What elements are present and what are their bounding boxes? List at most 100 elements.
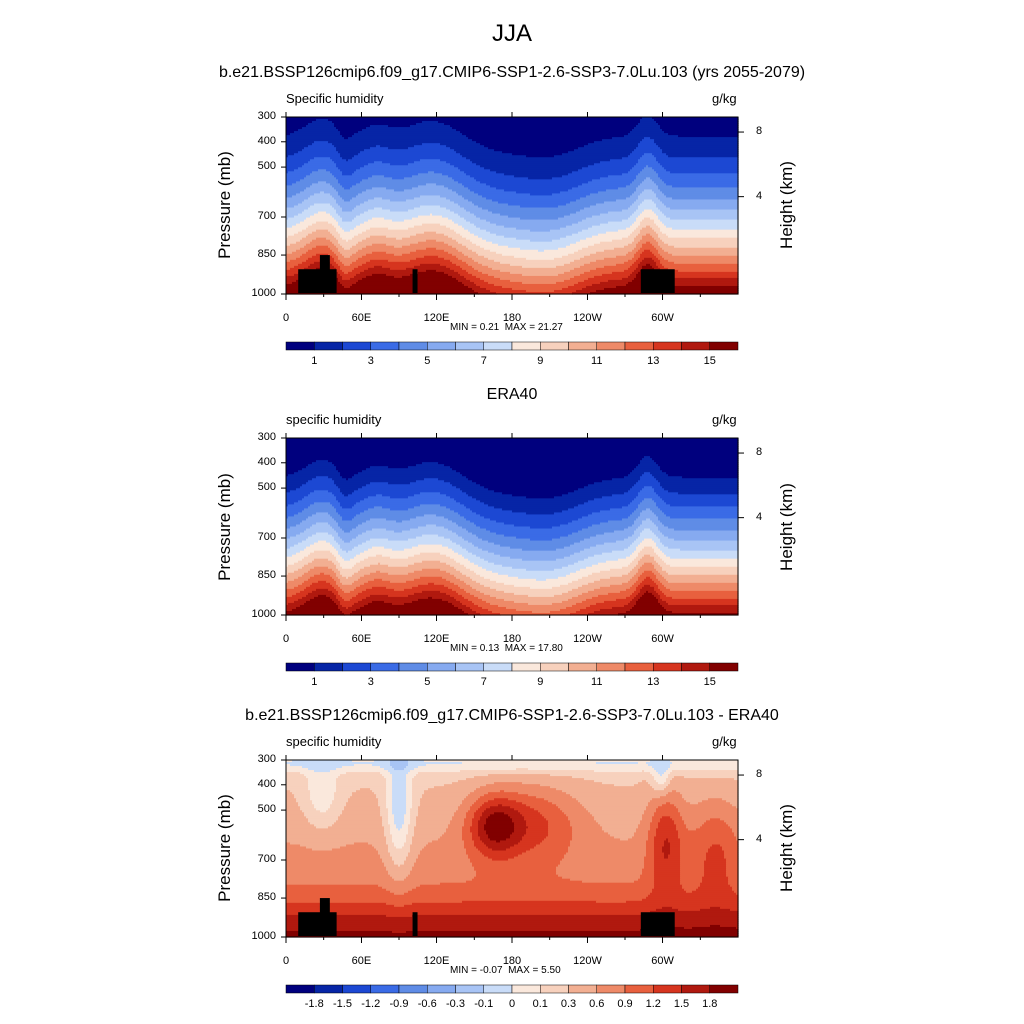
panel3-colorbar-label: -0.1 bbox=[474, 998, 494, 1010]
panel1-colorbar-label: 7 bbox=[480, 355, 487, 367]
panel1-xtick-label: 180 bbox=[502, 312, 522, 324]
panel2-colorbar-label: 11 bbox=[591, 676, 603, 688]
panel3-xtick-label: 180 bbox=[502, 955, 522, 967]
panel3-colorbar-box bbox=[681, 984, 710, 994]
panel3-colorbar-box bbox=[342, 984, 371, 994]
panel3-colorbar-box bbox=[709, 984, 739, 994]
panel1-rtick-label: 8 bbox=[756, 125, 763, 138]
panel3-ytick-label: 300 bbox=[257, 753, 276, 765]
panel2-colorbar-label: 15 bbox=[703, 676, 716, 688]
panel2-ytick-label: 1000 bbox=[251, 608, 276, 620]
panel2-colorbar-label: 1 bbox=[311, 676, 318, 688]
panel3-colorbar-label: 1.2 bbox=[645, 998, 661, 1010]
panel3-colorbar-label: 1.5 bbox=[673, 998, 690, 1010]
panel3-colorbar-box bbox=[370, 984, 400, 994]
heatmap-field bbox=[286, 117, 739, 295]
panel3-topography bbox=[319, 898, 330, 936]
panel3-colorbar-box bbox=[653, 984, 682, 994]
panel3-colorbar-label: 0.9 bbox=[617, 998, 633, 1010]
panel3-colorbar-label: 0.6 bbox=[589, 998, 605, 1010]
panel1-colorbar-box bbox=[511, 341, 541, 351]
panel3-colorbar-label: -1.5 bbox=[333, 998, 352, 1010]
panel1-ytick-label: 850 bbox=[257, 248, 276, 261]
panel2-colorbar-label: 13 bbox=[647, 676, 660, 688]
panel2-colorbar-box bbox=[568, 662, 597, 672]
panel3-colorbar-box bbox=[427, 984, 456, 994]
panel3-colorbar-label: -0.3 bbox=[446, 998, 465, 1010]
panel2-colorbar-label: 3 bbox=[367, 676, 374, 688]
panel1-ytick-label: 400 bbox=[257, 134, 276, 147]
panel3-ylabel: Pressure (mb) bbox=[215, 794, 234, 902]
panel3-units: g/kg bbox=[712, 734, 737, 749]
panel3-colorbar-box bbox=[483, 984, 513, 994]
panel3-title: b.e21.BSSP126cmip6.f09_g17.CMIP6-SSP1-2.… bbox=[245, 707, 779, 724]
panel2-rtick-label: 4 bbox=[756, 510, 763, 523]
panel1-xtick-label: 120W bbox=[573, 312, 602, 324]
panel1-left-label: Specific humidity bbox=[286, 91, 384, 106]
panel2-colorbar-box bbox=[653, 662, 682, 672]
panel2-colorbar-box bbox=[314, 662, 343, 672]
panel3-rtick-label: 8 bbox=[756, 768, 763, 781]
panel3-rtick-label: 4 bbox=[756, 832, 763, 845]
panel1-colorbar-label: 11 bbox=[591, 355, 603, 367]
panel3-colorbar-box bbox=[540, 984, 569, 994]
panel3-left-label: specific humidity bbox=[286, 734, 382, 749]
panel3-colorbar-box bbox=[624, 984, 654, 994]
panel3-colorbar-label: -1.2 bbox=[361, 998, 381, 1010]
panel1-xtick-label: 0 bbox=[282, 312, 290, 324]
panel1-colorbar-box bbox=[285, 341, 315, 351]
panel2-ytick-label: 500 bbox=[257, 481, 276, 494]
panel2-xtick-label: 0 bbox=[282, 633, 290, 645]
panel1-colorbar-box bbox=[568, 341, 597, 351]
panel3-colorbar-box bbox=[314, 984, 343, 994]
panel1-colorbar-box bbox=[398, 341, 428, 351]
panel2-colorbar-box bbox=[624, 662, 654, 672]
panel1-colorbar-label: 5 bbox=[424, 355, 431, 367]
panel3-ytick-label: 500 bbox=[257, 803, 276, 816]
panel3-colorbar-label: -1.8 bbox=[304, 998, 324, 1010]
panel2-colorbar-box bbox=[342, 662, 371, 672]
panel2-colorbar-box bbox=[511, 662, 541, 672]
panel2-colorbar-box bbox=[681, 662, 710, 672]
panel2-colorbar-box bbox=[709, 662, 739, 672]
panel1-colorbar-box bbox=[342, 341, 371, 351]
panel1-ytick-label: 300 bbox=[257, 110, 276, 122]
panel1-colorbar-box bbox=[596, 341, 626, 351]
panel1-topography bbox=[412, 269, 418, 293]
panel3-xtick-label: 120W bbox=[573, 955, 602, 967]
panel3-xtick-label: 0 bbox=[282, 955, 290, 967]
panel1-ytick-label: 1000 bbox=[251, 287, 276, 299]
panel3-colorbar-box bbox=[568, 984, 597, 994]
panel3-colorbar-box bbox=[455, 984, 484, 994]
panel1-frame bbox=[285, 116, 739, 295]
panel3-colorbar-label: -0.6 bbox=[417, 998, 437, 1010]
panel3-xtick-label: 120E bbox=[423, 955, 450, 967]
panel1-colorbar-label: 1 bbox=[311, 355, 318, 367]
panel3-xtick-label: 60E bbox=[351, 955, 372, 967]
panel1-colorbar-label: 13 bbox=[647, 355, 660, 367]
panel3-topography bbox=[298, 912, 337, 936]
panel1-xtick-label: 60W bbox=[651, 312, 674, 324]
panel2-rtick-label: 8 bbox=[756, 446, 763, 459]
panel2-ytick-label: 700 bbox=[257, 531, 276, 543]
panel1-minmax: MIN = 0.21 MAX = 21.27 bbox=[450, 322, 563, 333]
panel3-topography bbox=[640, 912, 675, 936]
panel1-colorbar-box bbox=[681, 341, 710, 351]
panel1-colorbar-box bbox=[624, 341, 654, 351]
panel1-xtick-label: 120E bbox=[423, 312, 450, 324]
panel2-ytick-label: 300 bbox=[257, 431, 276, 443]
panel3-frame bbox=[285, 759, 739, 938]
panel2-ytick-label: 850 bbox=[257, 569, 276, 582]
panel3-colorbar-label: -0.9 bbox=[389, 998, 409, 1010]
panel2-colorbar-box bbox=[455, 662, 484, 672]
panel3-colorbar-box bbox=[285, 984, 315, 994]
panel1-xtick-label: 60E bbox=[351, 312, 372, 324]
panel3-colorbar-label: 0.3 bbox=[560, 998, 577, 1010]
panel2-colorbar-box bbox=[285, 662, 315, 672]
heatmap-field bbox=[286, 438, 739, 616]
panel2-ylabel-right: Height (km) bbox=[777, 483, 796, 571]
panel3-colorbar-label: 1.8 bbox=[702, 998, 718, 1010]
panel3-ylabel-right: Height (km) bbox=[777, 804, 796, 892]
panel2-colorbar-box bbox=[483, 662, 513, 672]
